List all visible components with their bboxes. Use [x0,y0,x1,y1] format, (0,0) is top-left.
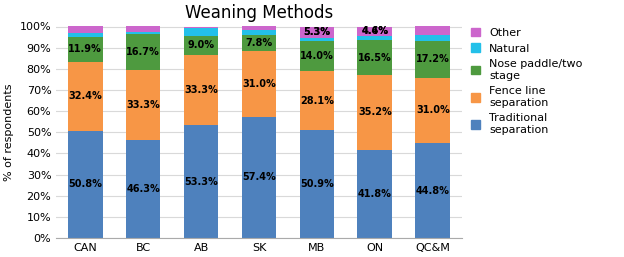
Bar [68,37,102,62]
Bar [68,62,102,131]
Bar [300,130,334,238]
Bar [183,55,218,125]
Text: 35.2%: 35.2% [358,107,392,117]
Bar [358,36,392,40]
Text: 31.0%: 31.0% [416,105,450,115]
Text: 9.0%: 9.0% [188,40,215,50]
Text: 14.0%: 14.0% [300,51,334,61]
Bar [125,32,160,34]
Text: 31.0%: 31.0% [242,79,276,89]
Bar [416,35,450,41]
Bar [241,117,276,238]
Bar [416,78,450,143]
Text: 50.9%: 50.9% [300,179,334,189]
Bar [416,26,450,35]
Bar [300,71,334,130]
Bar [300,38,334,41]
Text: 50.8%: 50.8% [68,179,102,189]
Text: 32.4%: 32.4% [68,91,102,101]
Text: 4.4%: 4.4% [361,26,388,36]
Bar [183,26,218,28]
Bar [183,36,218,55]
Bar [241,30,276,34]
Text: 46.3%: 46.3% [126,184,160,194]
Text: 5.3%: 5.3% [303,27,331,37]
Bar [241,51,276,117]
Bar [300,41,334,71]
Bar [125,70,160,140]
Text: 4.6%: 4.6% [361,26,388,36]
Text: 16.7%: 16.7% [126,47,160,57]
Bar [68,131,102,238]
Text: 53.3%: 53.3% [184,177,218,187]
Bar [125,34,160,70]
Bar [241,34,276,51]
Bar [183,28,218,36]
Bar [416,143,450,238]
Text: 33.3%: 33.3% [184,85,218,95]
Bar [183,125,218,238]
Bar [241,26,276,30]
Bar [300,26,334,38]
Text: 16.5%: 16.5% [358,53,392,63]
Text: 11.9%: 11.9% [68,44,102,54]
Bar [358,26,392,36]
Bar [358,150,392,238]
Text: 17.2%: 17.2% [416,54,450,65]
Bar [416,41,450,78]
Text: 7.8%: 7.8% [245,38,273,48]
Text: 57.4%: 57.4% [242,172,276,182]
Bar [358,75,392,150]
Legend: Other, Natural, Nose paddle/two
stage, Fence line
separation, Traditional
separa: Other, Natural, Nose paddle/two stage, F… [471,28,583,135]
Y-axis label: % of respondents: % of respondents [4,84,14,181]
Bar [68,33,102,37]
Text: 44.8%: 44.8% [416,186,450,196]
Bar [125,140,160,238]
Text: 41.8%: 41.8% [358,189,392,199]
Text: 28.1%: 28.1% [300,96,334,106]
Bar [358,40,392,75]
Text: 33.3%: 33.3% [126,100,160,110]
Bar [68,26,102,33]
Text: 5.3%: 5.3% [303,27,331,37]
Bar [125,26,160,32]
Title: Weaning Methods: Weaning Methods [185,4,333,22]
